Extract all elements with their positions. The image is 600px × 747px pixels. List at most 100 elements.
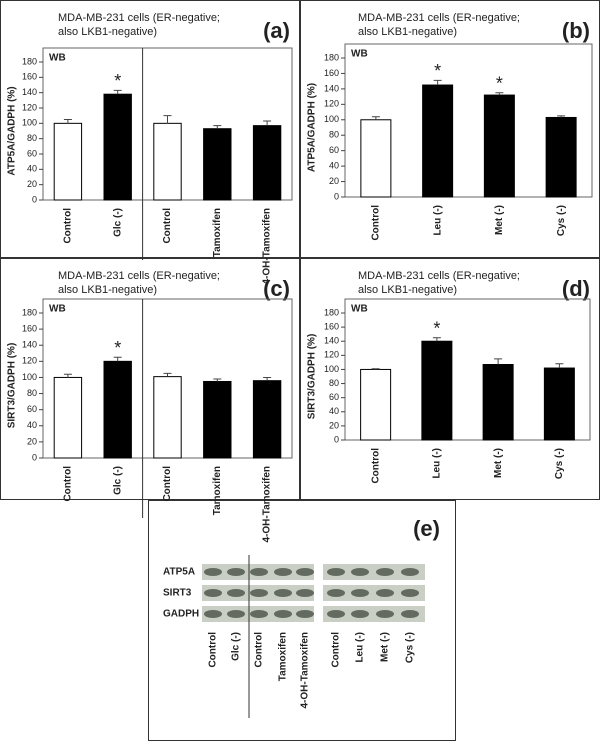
error-bar (494, 358, 503, 365)
band (351, 589, 369, 597)
band (296, 610, 314, 618)
y-tick-label: 40 (27, 164, 37, 174)
y-tick-label: 180 (324, 52, 339, 62)
x-tick-label: Cys (-) (554, 448, 565, 479)
band (204, 568, 222, 576)
x-tick-label: Tamoxifen (212, 208, 223, 257)
x-tick-label: Control (63, 466, 74, 502)
y-tick-label: 0 (32, 194, 37, 204)
bar (421, 340, 453, 441)
chart-title: MDA-MB-231 cells (ER-negative; (358, 270, 520, 282)
y-tick-label: 120 (324, 350, 339, 360)
lane-label: Control (331, 632, 342, 668)
error-bar (63, 119, 72, 124)
chart-title: MDA-MB-231 cells (ER-negative; (58, 12, 220, 24)
panel-label: (e) (413, 516, 440, 541)
bar (103, 93, 132, 201)
x-tick-label: Control (63, 208, 74, 244)
bar (103, 360, 132, 459)
x-tick-label: Control (370, 448, 381, 484)
y-axis-label: ATP5A/GADPH (%) (7, 86, 18, 175)
error-bar (433, 79, 442, 86)
panel-label: (a) (263, 18, 290, 43)
bar (360, 368, 392, 441)
x-tick-label: Glc (-) (112, 466, 123, 495)
y-tick-label: 120 (22, 356, 37, 366)
y-tick-label: 140 (22, 87, 37, 97)
band (250, 568, 268, 576)
bar (252, 125, 282, 201)
error-bar (213, 125, 222, 129)
y-tick-label: 0 (32, 452, 37, 462)
annotation: WB (351, 304, 368, 315)
y-tick-label: 180 (324, 307, 339, 317)
bar (203, 128, 232, 201)
error-bar (557, 115, 566, 118)
panel-frame (148, 500, 456, 741)
x-tick-label: Control (162, 208, 173, 244)
x-tick-label: Met (-) (494, 205, 505, 235)
band (327, 589, 345, 597)
y-axis-label: SIRT3/GADPH (%) (7, 343, 18, 429)
x-tick-label: Leu (-) (432, 205, 443, 236)
y-tick-label: 140 (22, 340, 37, 350)
plot-frame (344, 43, 593, 198)
y-tick-label: 160 (324, 321, 339, 331)
y-axis-label: SIRT3/GADPH (%) (307, 334, 318, 420)
y-tick-label: 80 (329, 378, 339, 388)
y-tick-label: 0 (334, 434, 339, 444)
chart-title: also LKB1-negative) (358, 26, 457, 38)
y-tick-label: 160 (22, 72, 37, 82)
y-tick-label: 160 (22, 323, 37, 333)
band (351, 568, 369, 576)
y-tick-label: 60 (27, 148, 37, 158)
y-tick-label: 120 (324, 99, 339, 109)
error-bar (113, 356, 122, 362)
y-tick-label: 20 (27, 436, 37, 446)
blot-strip (323, 585, 425, 601)
chart-title: also LKB1-negative) (58, 26, 157, 38)
chart-title: MDA-MB-231 cells (ER-negative; (358, 12, 520, 24)
y-tick-label: 40 (329, 406, 339, 416)
band (204, 610, 222, 618)
y-tick-label: 80 (27, 133, 37, 143)
bar (203, 380, 232, 459)
y-tick-label: 40 (329, 160, 339, 170)
error-bar (63, 373, 72, 378)
band (376, 610, 394, 618)
x-tick-label: Tamoxifen (212, 466, 223, 515)
annotation: WB (49, 304, 66, 315)
y-tick-label: 100 (22, 372, 37, 382)
blot-strip (323, 564, 425, 580)
significance: * (434, 61, 441, 81)
x-tick-label: Glc (-) (112, 208, 123, 237)
row-label: ATP5A (163, 567, 195, 578)
bar (360, 119, 392, 198)
panel-label: (d) (562, 276, 590, 301)
lane-label: Cys (-) (405, 632, 416, 663)
band (376, 589, 394, 597)
band (227, 610, 245, 618)
band (296, 589, 314, 597)
bar (422, 84, 454, 198)
chart-title: also LKB1-negative) (58, 284, 157, 296)
bar (153, 376, 182, 459)
band (227, 589, 245, 597)
y-tick-label: 40 (27, 420, 37, 430)
bar (482, 364, 514, 441)
y-tick-label: 20 (329, 176, 339, 186)
y-tick-label: 0 (334, 191, 339, 201)
x-tick-label: Leu (-) (432, 448, 443, 479)
y-tick-label: 180 (22, 307, 37, 317)
bar (545, 116, 577, 198)
error-bar (113, 89, 122, 95)
x-tick-label: 4-OH-Tamoxifen (262, 466, 273, 543)
y-tick-label: 80 (27, 388, 37, 398)
error-bar (163, 372, 172, 377)
y-tick-label: 60 (329, 392, 339, 402)
annotation: WB (49, 53, 66, 64)
error-bar (555, 363, 564, 369)
lane-label: Control (208, 632, 219, 668)
bar (252, 380, 282, 459)
y-tick-label: 60 (27, 404, 37, 414)
